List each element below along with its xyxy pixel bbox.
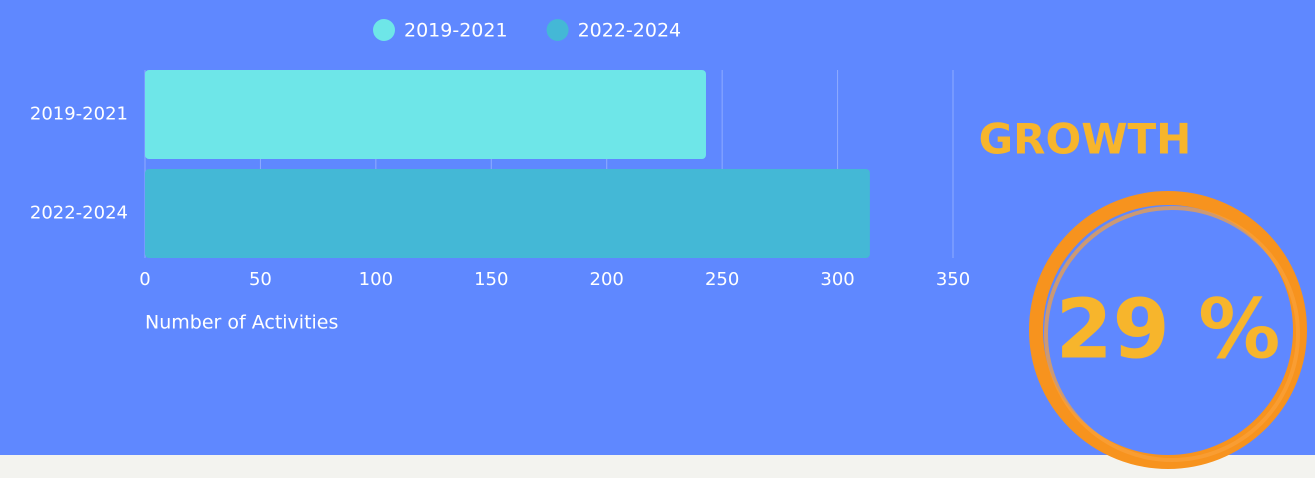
x-axis-label: Number of Activities bbox=[145, 312, 338, 334]
x-tick-label: 250 bbox=[705, 269, 739, 290]
y-tick-label: 2019-2021 bbox=[30, 104, 128, 125]
x-tick-label: 50 bbox=[249, 269, 272, 290]
x-tick-label: 0 bbox=[139, 269, 150, 290]
highlight-ring-brush bbox=[1044, 206, 1300, 462]
bar bbox=[145, 169, 870, 258]
footer-strip bbox=[0, 455, 1315, 478]
highlight-ring bbox=[1029, 191, 1307, 469]
growth-value: 29 % bbox=[1056, 282, 1281, 377]
x-tick-label: 350 bbox=[936, 269, 970, 290]
legend-label: 2019-2021 bbox=[404, 20, 508, 42]
x-tick-label: 300 bbox=[820, 269, 854, 290]
y-tick-label: 2022-2024 bbox=[30, 203, 128, 224]
legend-swatch bbox=[546, 19, 569, 41]
bar bbox=[145, 70, 706, 159]
growth-heading: GROWTH bbox=[979, 115, 1192, 164]
x-tick-label: 200 bbox=[590, 269, 624, 290]
x-tick-label: 150 bbox=[474, 269, 508, 290]
legend-swatch bbox=[373, 19, 395, 41]
legend-label: 2022-2024 bbox=[578, 20, 682, 42]
x-tick-label: 100 bbox=[359, 269, 393, 290]
